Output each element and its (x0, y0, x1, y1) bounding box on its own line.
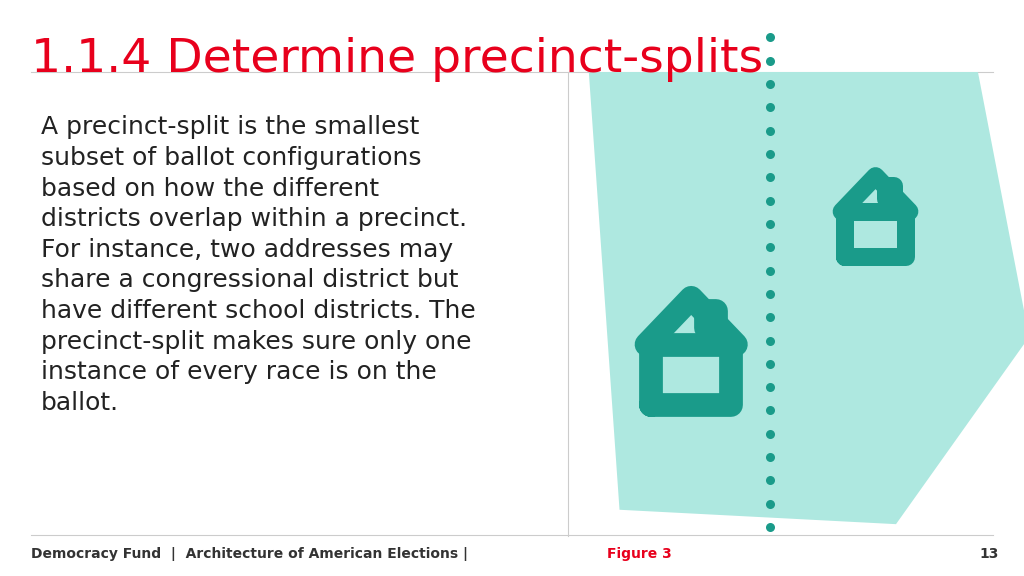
Text: 13: 13 (979, 547, 998, 561)
Text: Figure 3: Figure 3 (607, 547, 672, 561)
Text: Democracy Fund  |  Architecture of American Elections |: Democracy Fund | Architecture of America… (31, 547, 477, 561)
Polygon shape (589, 72, 1024, 524)
Text: 1.1.4 Determine precinct-splits: 1.1.4 Determine precinct-splits (31, 37, 763, 82)
Text: A precinct-split is the smallest
subset of ballot configurations
based on how th: A precinct-split is the smallest subset … (41, 115, 476, 415)
